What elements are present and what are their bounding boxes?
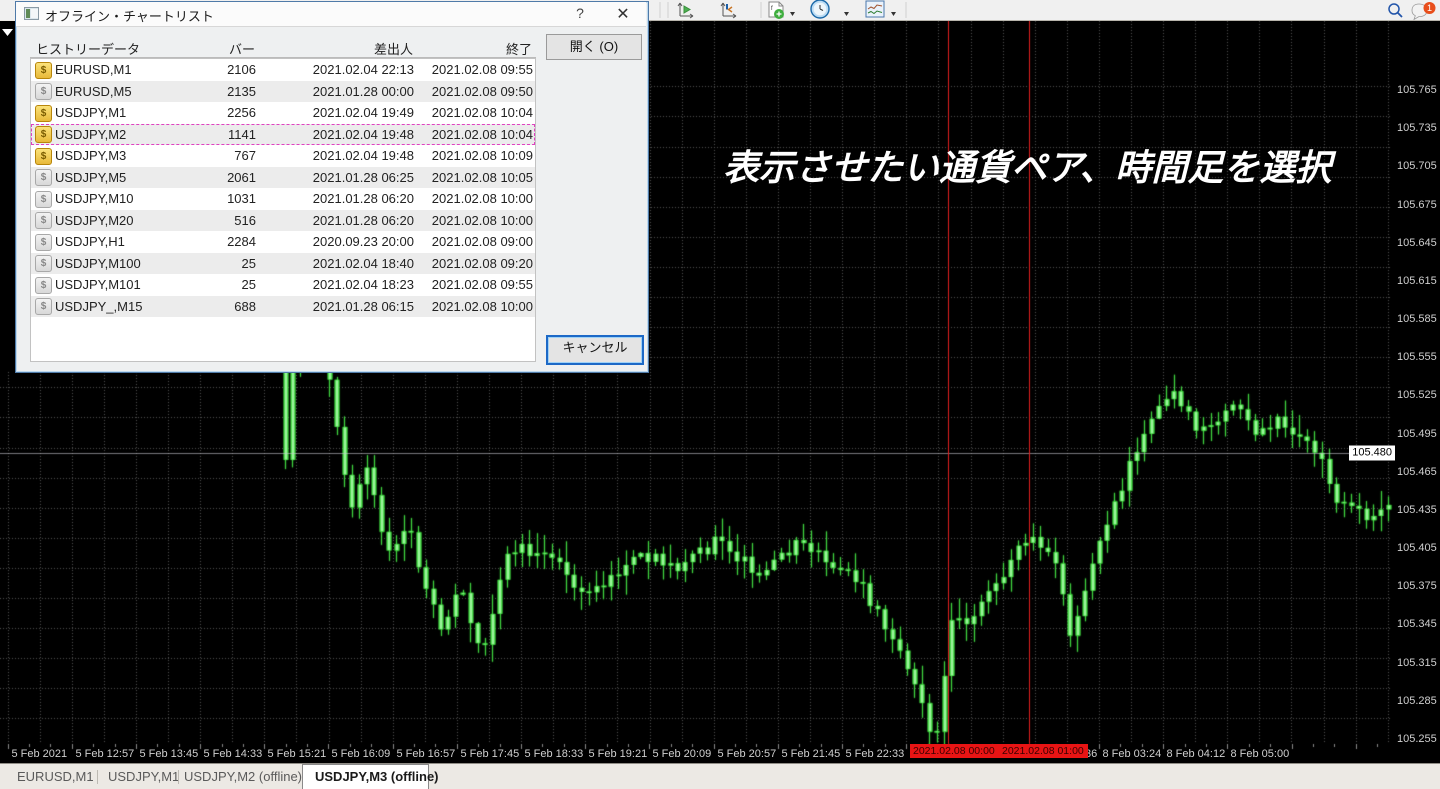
- svg-text:1: 1: [1427, 3, 1432, 13]
